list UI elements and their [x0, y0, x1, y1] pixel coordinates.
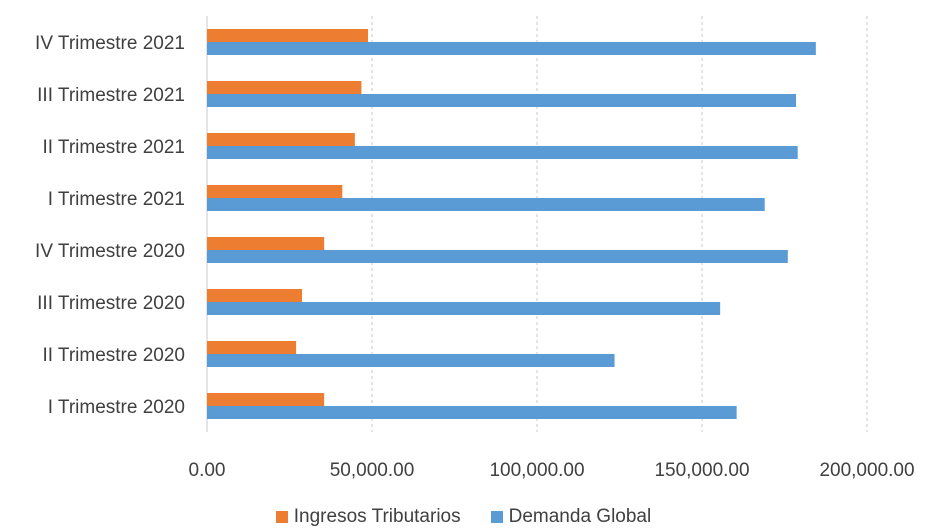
legend-label-demanda: Demanda Global — [508, 506, 652, 527]
category-label-4: I Trimestre 2021 — [48, 189, 185, 210]
bar-demanda-7 — [207, 42, 816, 55]
bar-demanda-0 — [207, 406, 737, 419]
gridlines — [206, 16, 868, 432]
legend: Ingresos Tributarios Demanda Global — [0, 506, 927, 528]
x-axis-tick-labels: 0.00 50,000.00 100,000.00 150,000.00 200,000… — [189, 460, 915, 481]
bar-ingresos-7 — [207, 29, 369, 42]
bar-demanda-2 — [207, 302, 721, 315]
bar-ingresos-5 — [207, 133, 355, 146]
category-label-3: IV Trimestre 2020 — [35, 241, 185, 262]
bar-ingresos-6 — [207, 81, 362, 94]
category-labels: I Trimestre 2020 II Trimestre 2020 III Tri… — [35, 33, 185, 418]
legend-swatch-ingresos — [275, 511, 288, 523]
x-tick-label-4: 200,000.00 — [819, 460, 914, 481]
bar-demanda-5 — [207, 146, 798, 159]
bar-chart: I Trimestre 2020 II Trimestre 2020 III Tri… — [35, 16, 915, 481]
category-label-0: I Trimestre 2020 — [48, 397, 185, 418]
bar-ingresos-0 — [207, 393, 325, 406]
bar-demanda-6 — [207, 94, 797, 107]
bar-demanda-4 — [207, 198, 765, 211]
category-label-5: II Trimestre 2021 — [42, 137, 185, 158]
legend-item-ingresos: Ingresos Tributarios — [275, 506, 461, 528]
bar-ingresos-3 — [207, 237, 325, 250]
bar-ingresos-4 — [207, 185, 343, 198]
legend-label-ingresos: Ingresos Tributarios — [293, 506, 461, 527]
category-label-6: III Trimestre 2021 — [37, 85, 185, 106]
bar-ingresos-2 — [207, 289, 303, 302]
bar-ingresos-1 — [207, 341, 297, 354]
bar-demanda-3 — [207, 250, 788, 263]
bar-demanda-1 — [207, 354, 615, 367]
x-tick-label-1: 50,000.00 — [330, 460, 415, 481]
bars — [207, 29, 816, 419]
x-tick-label-0: 0.00 — [189, 460, 226, 481]
category-label-7: IV Trimestre 2021 — [35, 33, 185, 54]
category-label-2: III Trimestre 2020 — [37, 293, 185, 314]
legend-item-demanda: Demanda Global — [490, 506, 652, 528]
legend-swatch-demanda — [490, 511, 503, 523]
x-tick-label-3: 150,000.00 — [654, 460, 749, 481]
category-label-1: II Trimestre 2020 — [42, 345, 185, 366]
x-tick-label-2: 100,000.00 — [489, 460, 584, 481]
